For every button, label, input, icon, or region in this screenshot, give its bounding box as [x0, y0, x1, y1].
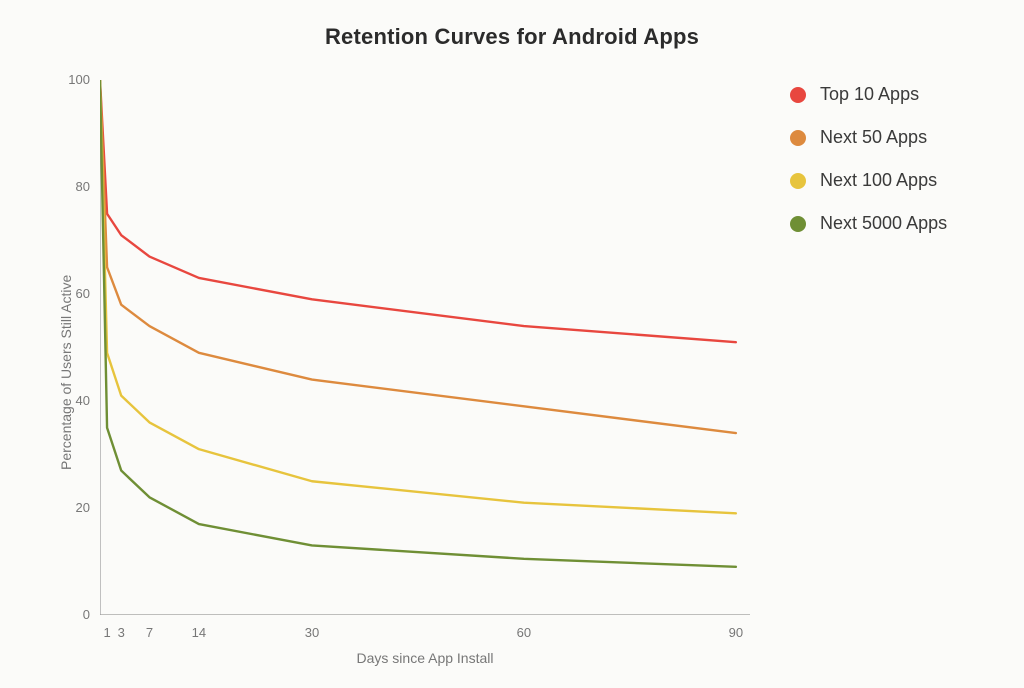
legend-item-top10: Top 10 Apps: [790, 84, 947, 105]
y-tick-label: 100: [68, 72, 90, 87]
legend-label: Next 5000 Apps: [820, 213, 947, 234]
y-tick-label: 40: [76, 393, 90, 408]
series-group: [100, 80, 736, 567]
x-axis-label: Days since App Install: [100, 650, 750, 666]
legend-item-next50: Next 50 Apps: [790, 127, 947, 148]
y-tick-label: 80: [76, 179, 90, 194]
legend-swatch-icon: [790, 173, 806, 189]
legend-item-next100: Next 100 Apps: [790, 170, 947, 191]
chart-title: Retention Curves for Android Apps: [0, 24, 1024, 50]
x-tick-label: 30: [300, 625, 324, 640]
legend: Top 10 Apps Next 50 Apps Next 100 Apps N…: [790, 84, 947, 256]
x-tick-label: 60: [512, 625, 536, 640]
series-line: [100, 80, 736, 433]
legend-item-next5000: Next 5000 Apps: [790, 213, 947, 234]
legend-label: Top 10 Apps: [820, 84, 919, 105]
legend-label: Next 50 Apps: [820, 127, 927, 148]
x-tick-label: 7: [137, 625, 161, 640]
series-line: [100, 80, 736, 513]
y-tick-label: 60: [76, 286, 90, 301]
y-axis-label: Percentage of Users Still Active: [58, 275, 74, 470]
legend-label: Next 100 Apps: [820, 170, 937, 191]
y-tick-label: 0: [83, 607, 90, 622]
retention-chart: [100, 80, 750, 615]
series-line: [100, 80, 736, 567]
x-tick-label: 90: [724, 625, 748, 640]
legend-swatch-icon: [790, 216, 806, 232]
x-tick-label: 3: [109, 625, 133, 640]
x-tick-label: 14: [187, 625, 211, 640]
legend-swatch-icon: [790, 87, 806, 103]
series-line: [100, 80, 736, 342]
y-tick-label: 20: [76, 500, 90, 515]
legend-swatch-icon: [790, 130, 806, 146]
